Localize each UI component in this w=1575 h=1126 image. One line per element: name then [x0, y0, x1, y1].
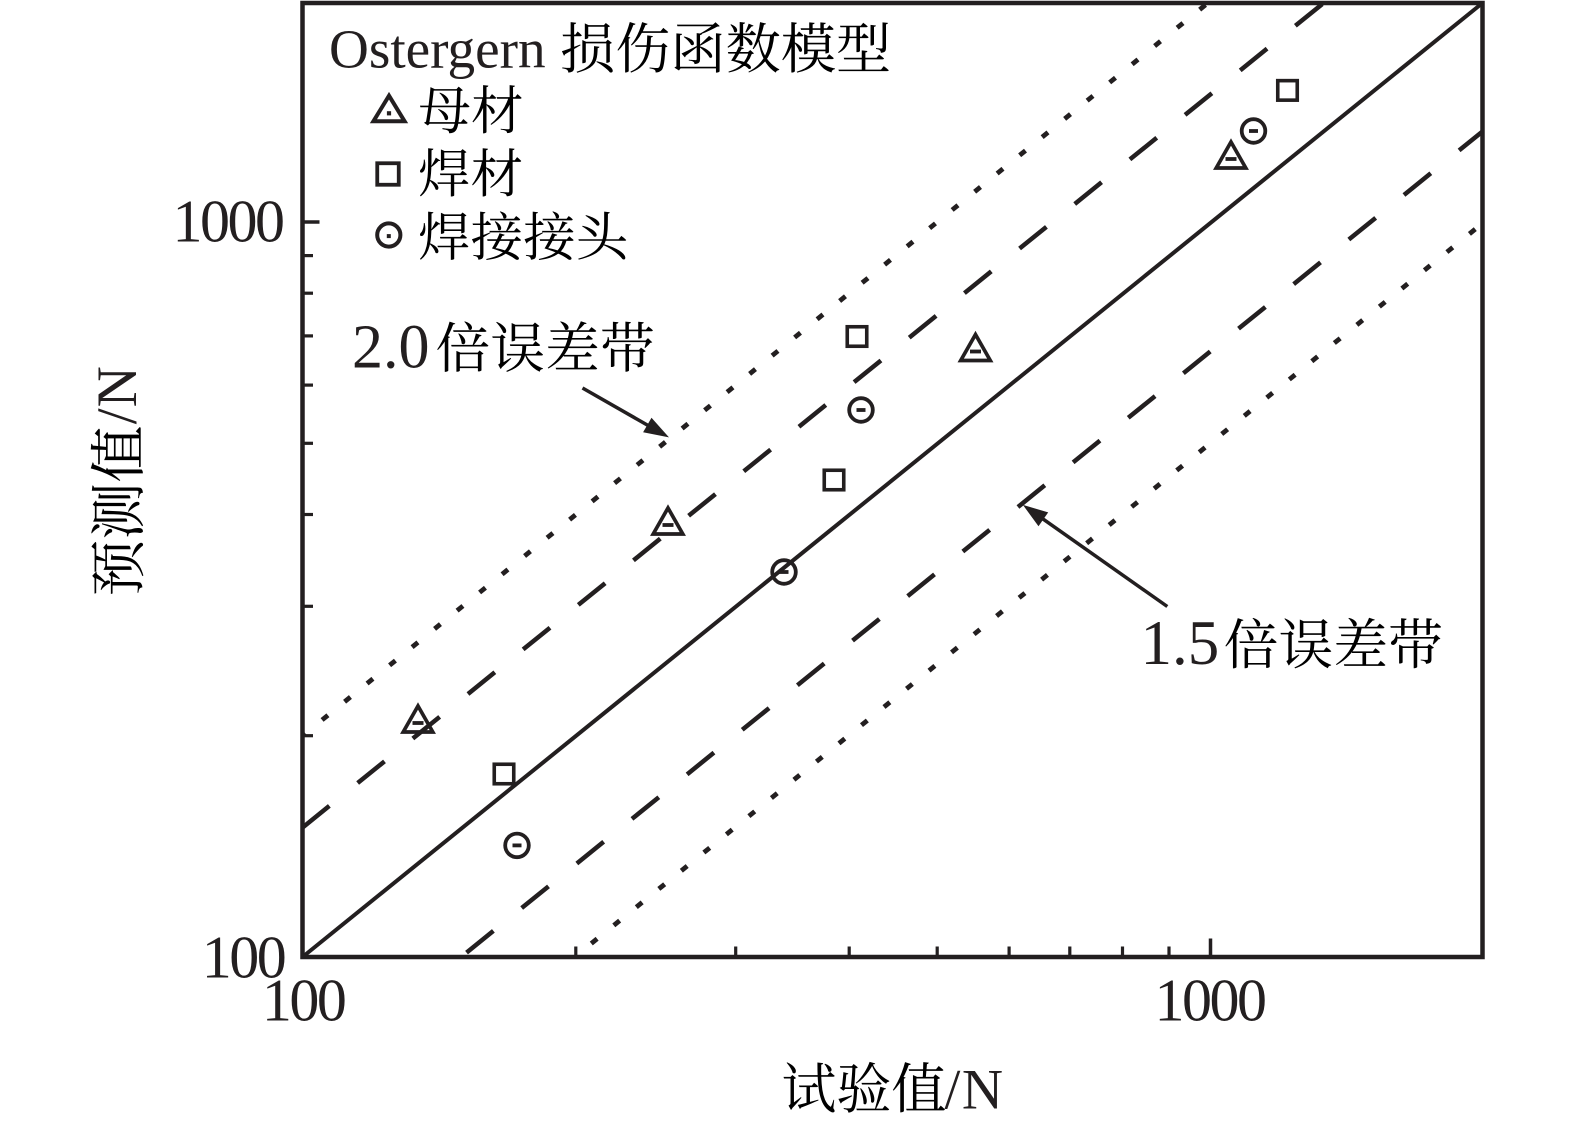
svg-text:Ostergern: Ostergern: [329, 19, 546, 80]
svg-text:/N: /N: [86, 365, 149, 424]
svg-text:1000: 1000: [173, 189, 284, 255]
svg-text:100: 100: [262, 968, 345, 1034]
svg-text:/N: /N: [945, 1059, 1005, 1122]
svg-text:100: 100: [202, 925, 285, 991]
svg-text:1000: 1000: [1155, 968, 1266, 1034]
svg-text:1.5: 1.5: [1141, 608, 1220, 678]
svg-text:2.0: 2.0: [352, 314, 430, 382]
